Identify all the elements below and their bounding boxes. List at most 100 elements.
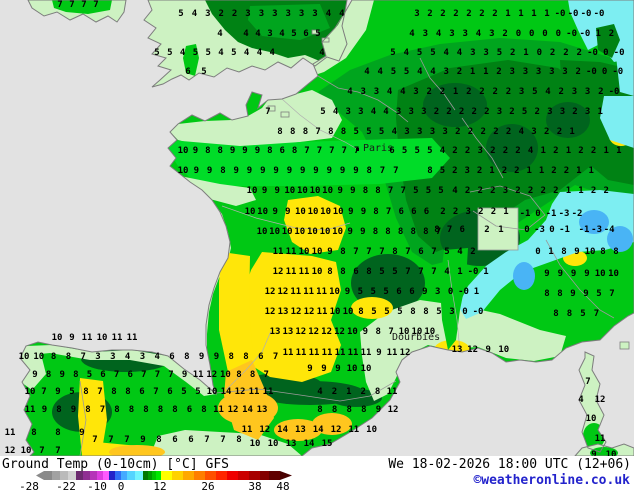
small-island (280, 111, 290, 118)
copyright-link[interactable]: ©weatheronline.co.uk (473, 473, 630, 488)
temp-value: 3 (549, 67, 554, 77)
colorbar-segment (238, 471, 249, 480)
temp-value: 12 (334, 327, 345, 337)
colorbar-segment (97, 471, 103, 480)
temp-value: 8 (55, 428, 60, 438)
temp-value: 8 (85, 405, 90, 415)
temp-value: 1 (548, 247, 553, 257)
temp-value: 11 (213, 405, 224, 415)
temp-value: 3 (245, 9, 250, 19)
temp-value: 2 (479, 9, 484, 19)
temp-value: 7 (380, 166, 385, 176)
temp-value: 3 (358, 107, 363, 117)
colorbar-segment (227, 471, 238, 480)
temp-value: 7 (81, 0, 86, 10)
colorbar-segment (83, 471, 90, 480)
temp-value: 6 (411, 207, 416, 217)
temp-value: 8 (553, 309, 558, 319)
colorbar-segment (52, 471, 60, 480)
temp-value: 9 (214, 352, 219, 362)
country-border (317, 75, 409, 123)
temp-value: 10 (21, 446, 32, 456)
temp-value: 2 (465, 146, 470, 156)
temp-value: 8 (600, 247, 605, 257)
temp-value: 8 (328, 127, 333, 137)
temp-value: 8 (361, 405, 366, 415)
temp-value: 3 (449, 29, 454, 39)
temp-value: 8 (375, 387, 380, 397)
river (225, 330, 272, 391)
temp-value: 4 (443, 48, 449, 58)
temp-value: 7 (39, 446, 44, 456)
temp-value: 2 (455, 127, 460, 137)
temp-value: 1 (616, 146, 621, 156)
temp-value: 0 (448, 287, 453, 297)
temp-value: 3 (408, 107, 413, 117)
temp-value: 2 (553, 146, 558, 156)
temp-value: 13 (257, 405, 268, 415)
colorbar-tick--22: -22 (56, 480, 76, 490)
temp-value: 3 (483, 48, 488, 58)
temp-value: 10 (595, 269, 606, 279)
temp-value: 6 (169, 352, 174, 362)
temp-value: 7 (108, 435, 113, 445)
temp-value: 2 (528, 186, 533, 196)
temp-value: 3 (585, 87, 590, 97)
temp-value: 8 (366, 166, 371, 176)
temp-value: 8 (267, 146, 272, 156)
colorbar-segment (115, 471, 121, 480)
temp-value: 5 (320, 107, 325, 117)
temp-value: 1 (539, 166, 544, 176)
temp-value: 8 (73, 370, 78, 380)
temp-value: 5 (154, 48, 159, 58)
temp-value: 8 (423, 227, 428, 237)
temp-value: 10 (608, 269, 619, 279)
temp-value: 10 (585, 247, 596, 257)
legend-bar: Ground Temp (0-10cm) [°C] GFS We 18-02-2… (0, 456, 634, 490)
temp-value: 7 (265, 107, 270, 117)
landmass-ireland (28, 0, 126, 22)
temp-value: 10 (399, 327, 410, 337)
temp-value: 7 (388, 186, 393, 196)
temp-value: 9 (182, 370, 187, 380)
temp-value: 7 (100, 405, 105, 415)
temp-value: 9 (361, 207, 366, 217)
temp-value: 14 (304, 439, 315, 449)
temp-value: 8 (375, 186, 380, 196)
temp-value: 2 (575, 67, 580, 77)
temp-value: 5 (167, 48, 172, 58)
temp-value: 2 (506, 87, 511, 97)
temp-value: 8 (392, 247, 397, 257)
colorbar-segment (269, 471, 280, 480)
temp-value: 0 (556, 29, 561, 39)
temp-value: 2 (452, 146, 457, 156)
temp-value: 10 (424, 327, 435, 337)
temp-value: 13 (278, 307, 289, 317)
city-dot (356, 148, 359, 151)
temp-value: 6 (459, 225, 464, 235)
temp-value: 5 (417, 48, 422, 58)
temp-value: 7 (353, 247, 358, 257)
temp-value: 5 (497, 48, 502, 58)
temp-value: 10 (207, 387, 218, 397)
temp-value: 2 (479, 87, 484, 97)
colorbar-segment (216, 471, 227, 480)
temp-value: 11 (283, 348, 294, 358)
temp-value: -2 (572, 209, 583, 219)
temp-value: 10 (347, 327, 358, 337)
temp-value: 4 (383, 107, 389, 117)
temp-value: 10 (19, 352, 30, 362)
temp-value: -0 (609, 87, 620, 97)
small-island (267, 105, 276, 112)
temp-value: 14 (277, 425, 288, 435)
temp-value: 8 (292, 146, 297, 156)
temp-value: 7 (366, 247, 371, 257)
temp-value: 10 (366, 425, 377, 435)
temp-value: 2 (446, 107, 451, 117)
temp-grid: 7 7 7 75 4 3 2 2 3 3 3 3 3 3 4 4 3 2 2 2 2 2 2 1 1 1 1 -0 -0 -0 -04 4 4 3… (5, 0, 625, 457)
coastline (578, 351, 607, 453)
temp-value: 12 (308, 327, 319, 337)
temp-value: 2 (578, 146, 583, 156)
colorbar-segment (90, 471, 97, 480)
temp-value: 9 (335, 364, 340, 374)
